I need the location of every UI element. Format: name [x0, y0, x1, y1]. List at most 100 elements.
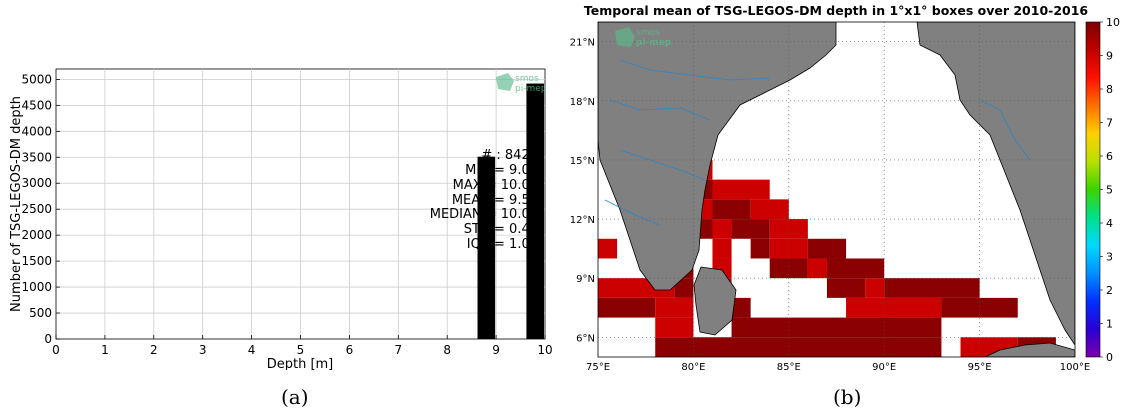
latitude-label: 21°N [570, 38, 595, 49]
x-tick-label: 7 [394, 343, 402, 357]
land-sumatra [984, 342, 1075, 357]
histogram-bar [526, 83, 545, 340]
y-tick-label: 3500 [21, 150, 52, 164]
logo-pimep-text: pi-mep [636, 38, 672, 48]
map-depth-boxes [598, 159, 1056, 357]
x-tick-label: 8 [443, 343, 451, 357]
y-tick-label: 5000 [21, 72, 52, 86]
latitude-label: 9°N [576, 274, 595, 285]
x-tick-label: 4 [248, 343, 256, 357]
depth-box [712, 179, 770, 200]
x-tick-label: 0 [52, 343, 60, 357]
river [604, 199, 661, 226]
colorbar: 0 1 2 3 4 5 6 7 8 9 10 [1085, 16, 1120, 364]
smos-logo-mark [496, 73, 514, 91]
y-tick-label: 1000 [21, 280, 52, 294]
depth-box [598, 238, 618, 259]
latitude-label: 6°N [576, 333, 595, 344]
stat-median: MEDIAN = 10.00 [430, 207, 538, 222]
x-tick-label: 3 [199, 343, 207, 357]
map-land [598, 22, 1075, 357]
longitude-label: 90°E [872, 362, 896, 373]
depth-box [941, 297, 1018, 318]
depth-box [807, 258, 827, 279]
map-frame [597, 21, 1076, 358]
y-tick-label: 2000 [21, 228, 52, 242]
colorbar-tick-label: 6 [1106, 150, 1113, 163]
longitude-label: 100°E [1060, 362, 1090, 373]
colorbar-tick-label: 10 [1106, 16, 1120, 29]
map-smos-logo: smos pi-mep [615, 27, 672, 48]
statistics-box: # : 8428 MIN = 9.00 MAX = 10.00 MEAN = 9… [430, 148, 538, 252]
latitude-label: 18°N [570, 97, 595, 108]
colorbar-tick-label: 4 [1106, 217, 1113, 230]
caption-b: (b) [833, 385, 862, 409]
histogram-y-label: Number of TSG-LEGOS-DM depth [9, 96, 24, 312]
depth-box [731, 219, 770, 239]
latitude-label: 15°N [570, 156, 595, 167]
colorbar-tick-label: 8 [1106, 83, 1113, 96]
y-tick-label: 3000 [21, 176, 52, 190]
histogram-y-ticks: 0 500 1000 1500 2000 2500 3000 3500 4000 4500 5000 [21, 72, 60, 346]
depth-box [769, 219, 808, 239]
longitude-label: 80°E [681, 362, 705, 373]
stat-std: STD = 0.49 [464, 222, 538, 237]
logo-pimep-text: pi-mep [515, 84, 547, 94]
depth-map: Temporal mean of TSG-LEGOS-DM depth in 1… [570, 3, 1120, 373]
colorbar-tick-label: 9 [1106, 50, 1113, 63]
smos-logo-mark [615, 27, 635, 47]
colorbar-gradient [1085, 21, 1101, 358]
longitude-label: 75°E [586, 362, 610, 373]
y-tick-label: 1500 [21, 254, 52, 268]
land-sri-lanka [693, 266, 737, 336]
depth-box [884, 278, 980, 298]
smos-logo: smos pi-mep [496, 73, 547, 94]
colorbar-tick-label: 3 [1106, 251, 1113, 264]
stat-min: MIN = 9.00 [465, 163, 538, 178]
stat-max: MAX = 10.00 [453, 178, 538, 193]
colorbar-tick-label: 5 [1106, 184, 1113, 197]
depth-box [750, 199, 789, 220]
depth-box [712, 219, 732, 239]
colorbar-tick-label: 7 [1106, 117, 1113, 130]
depth-box [731, 297, 751, 318]
river [619, 149, 706, 181]
depth-box [826, 258, 885, 279]
map-title: Temporal mean of TSG-LEGOS-DM depth in 1… [584, 3, 1089, 18]
depth-box [674, 278, 694, 298]
latitude-label: 12°N [570, 215, 595, 226]
caption-a: (a) [281, 385, 309, 409]
x-tick-label: 10 [537, 343, 552, 357]
depth-box [712, 238, 732, 259]
y-tick-label: 0 [44, 332, 52, 346]
depth-box [826, 278, 866, 298]
depth-box [655, 297, 694, 318]
logo-smos-text: smos [515, 74, 539, 84]
land-myanmar [916, 22, 1075, 346]
depth-box [598, 297, 656, 318]
logo-smos-text: smos [636, 28, 660, 38]
river [979, 99, 1031, 161]
depth-box [807, 238, 847, 259]
colorbar-tick-label: 2 [1106, 284, 1113, 297]
depth-box [731, 317, 942, 338]
map-longitude-labels: 75°E 80°E 85°E 90°E 95°E 100°E [586, 362, 1090, 373]
x-tick-label: 6 [346, 343, 354, 357]
x-tick-label: 2 [150, 343, 158, 357]
depth-box [750, 238, 770, 259]
histogram-grid [56, 69, 545, 339]
stat-count: # : 8428 [481, 148, 538, 163]
depth-box [846, 297, 942, 318]
histogram-x-ticks: 0 1 2 3 4 5 6 7 8 9 10 [52, 335, 553, 357]
map-latitude-labels: 6°N 9°N 12°N 15°N 18°N 21°N [570, 38, 595, 345]
depth-box [769, 258, 808, 279]
land-india [598, 22, 837, 291]
x-tick-label: 1 [101, 343, 109, 357]
depth-box [769, 238, 808, 259]
longitude-label: 85°E [777, 362, 801, 373]
histogram-bar [477, 156, 496, 339]
y-tick-label: 500 [29, 306, 52, 320]
river [609, 99, 711, 121]
histogram-x-label: Depth [m] [267, 357, 334, 370]
stat-mean: MEAN = 9.58 [452, 193, 538, 208]
